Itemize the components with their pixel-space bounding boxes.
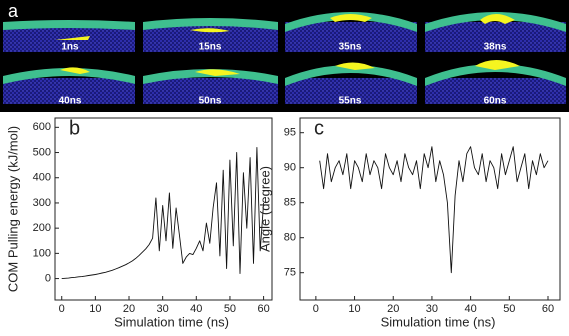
snapshot-label: 60ns — [484, 96, 507, 107]
panel-letter: a — [8, 1, 19, 21]
snapshots — [3, 12, 566, 104]
y-tick-label: 90 — [284, 162, 296, 174]
x-tick-label: 60 — [542, 303, 554, 315]
snapshot — [143, 18, 278, 52]
x-tick-label: 20 — [387, 303, 399, 315]
x-axis-title: Simulation time (ns) — [114, 314, 229, 329]
y-tick-label: 100 — [33, 247, 51, 259]
data-line — [61, 147, 265, 280]
data-line — [319, 146, 549, 274]
snapshot-label: 55ns — [339, 96, 362, 107]
x-tick-label: 10 — [348, 303, 360, 315]
snapshot — [3, 20, 135, 52]
snapshot — [285, 62, 417, 104]
snapshot — [3, 67, 135, 104]
panel-letter-bg — [312, 119, 328, 139]
y-tick-label: 400 — [33, 172, 51, 184]
x-tick-label: 0 — [59, 303, 65, 315]
y-tick-label: 75 — [284, 267, 296, 279]
snapshot-label: 15ns — [199, 42, 222, 53]
snapshot-label: 35ns — [339, 42, 362, 53]
panel-letter: c — [314, 117, 324, 139]
x-tick-label: 10 — [89, 303, 101, 315]
y-tick-label: 200 — [33, 222, 51, 234]
snapshot — [425, 12, 566, 52]
y-tick-label: 85 — [284, 197, 296, 209]
snapshot-label: 50ns — [199, 96, 222, 107]
y-axis-title: Angle (degree) — [257, 166, 272, 252]
x-tick-label: 40 — [190, 303, 202, 315]
y-tick-label: 500 — [33, 146, 51, 158]
snapshot-label: 1ns — [61, 42, 79, 53]
plot-frame — [54, 117, 273, 301]
x-tick-label: 50 — [503, 303, 515, 315]
panel-letter: b — [69, 117, 80, 139]
x-tick-label: 50 — [224, 303, 236, 315]
x-tick-label: 0 — [313, 303, 319, 315]
y-tick-label: 600 — [33, 121, 51, 133]
x-tick-label: 30 — [157, 303, 169, 315]
x-tick-label: 20 — [123, 303, 135, 315]
snapshot — [285, 12, 417, 52]
snapshot — [425, 60, 566, 104]
x-axis-title: Simulation time (ns) — [381, 314, 496, 329]
y-tick-label: 300 — [33, 197, 51, 209]
y-tick-label: 80 — [284, 232, 296, 244]
snapshot-label: 38ns — [484, 42, 507, 53]
y-tick-label: 0 — [45, 272, 51, 284]
plot-frame — [299, 117, 561, 301]
x-tick-label: 60 — [257, 303, 269, 315]
snapshot-label: 40ns — [59, 96, 82, 107]
snapshot — [143, 69, 278, 104]
x-tick-label: 40 — [465, 303, 477, 315]
x-tick-label: 30 — [426, 303, 438, 315]
y-tick-label: 95 — [284, 127, 296, 139]
panel-letter-bg — [67, 119, 83, 139]
y-axis-title: COM Pulling energy (kJ/mol) — [5, 126, 20, 292]
